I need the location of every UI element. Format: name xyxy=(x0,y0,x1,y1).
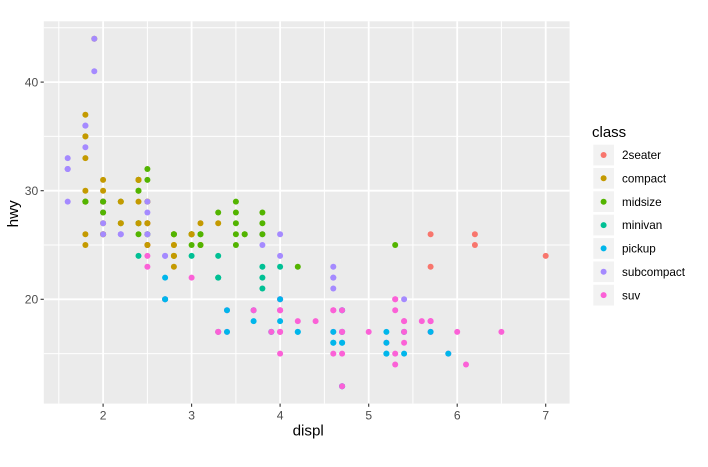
svg-text:30: 30 xyxy=(25,184,39,198)
svg-text:2seater: 2seater xyxy=(622,149,661,162)
svg-text:20: 20 xyxy=(25,293,39,307)
svg-text:displ: displ xyxy=(293,423,324,440)
svg-text:3: 3 xyxy=(188,408,195,422)
svg-text:2: 2 xyxy=(100,408,107,422)
svg-text:pickup: pickup xyxy=(622,243,656,256)
svg-text:compact: compact xyxy=(622,173,667,186)
svg-text:midsize: midsize xyxy=(622,196,662,209)
svg-text:5: 5 xyxy=(365,408,372,422)
svg-text:6: 6 xyxy=(454,408,461,422)
svg-text:hwy: hwy xyxy=(5,200,22,227)
svg-text:subcompact: subcompact xyxy=(622,266,686,279)
svg-text:7: 7 xyxy=(542,408,549,422)
svg-text:40: 40 xyxy=(25,75,39,89)
svg-text:suv: suv xyxy=(622,289,640,302)
svg-text:minivan: minivan xyxy=(622,219,662,232)
svg-text:4: 4 xyxy=(277,408,284,422)
svg-text:class: class xyxy=(592,124,626,141)
